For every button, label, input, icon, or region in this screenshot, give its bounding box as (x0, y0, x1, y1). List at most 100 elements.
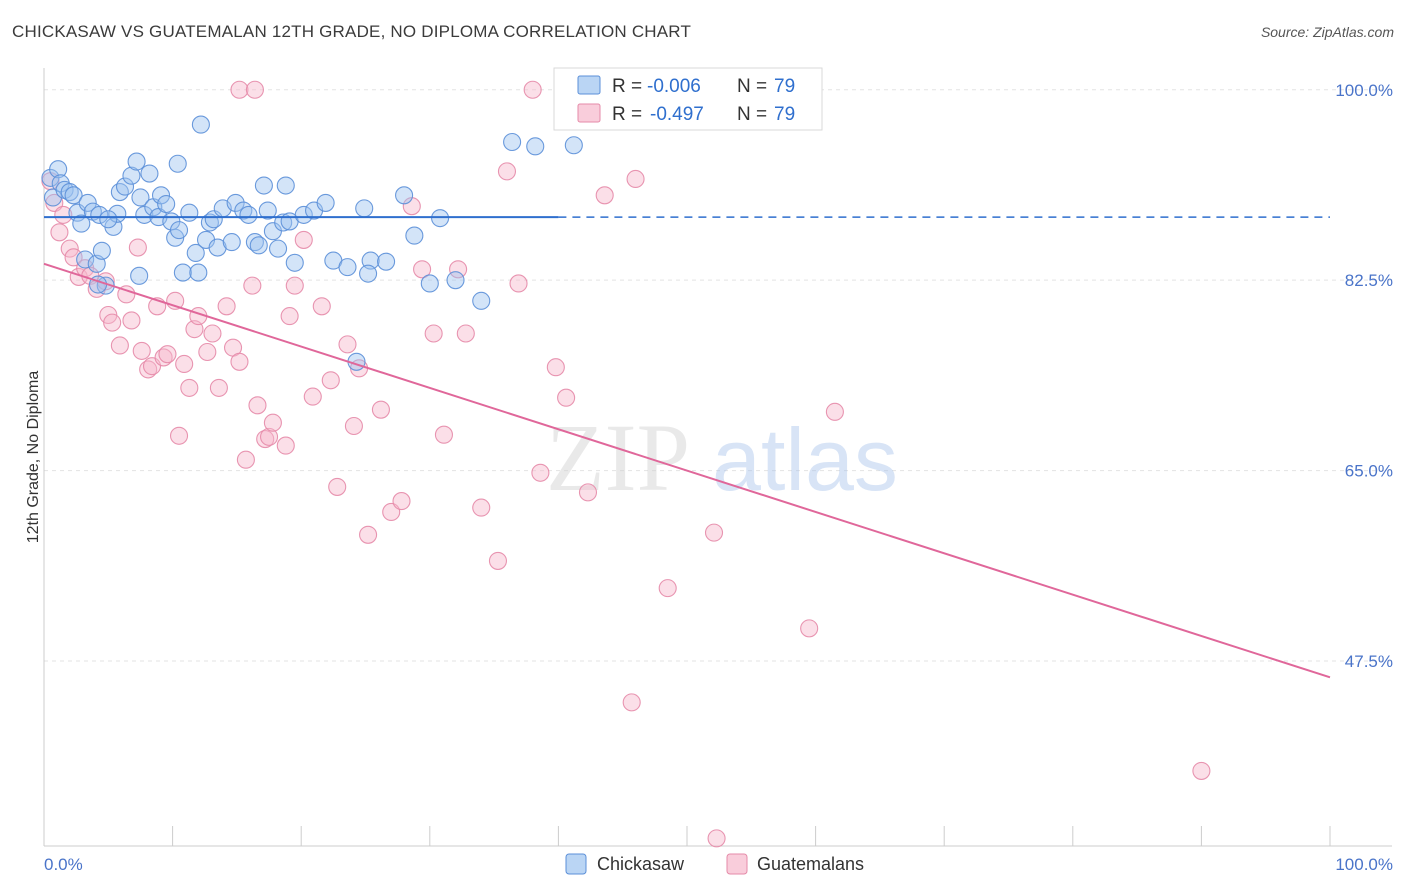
y-tick-label-1: 65.0% (1345, 462, 1393, 481)
guatemalans-point-50 (344, 416, 363, 436)
guatemalans-point-73 (626, 169, 645, 189)
guatemalans-point-61 (456, 324, 475, 343)
guatemalans-point-44 (294, 230, 313, 249)
chickasaw-point-13 (92, 241, 111, 260)
axes (43, 68, 1392, 847)
guatemalans-point-78 (825, 402, 844, 421)
y-tick-label-3: 100.0% (1335, 81, 1393, 100)
chickasaw-point-9 (76, 250, 95, 269)
guatemalans-point-81 (245, 80, 264, 99)
chickasaw-point-67 (472, 291, 491, 310)
chickasaw-point-69 (526, 137, 545, 156)
chickasaw-point-63 (405, 226, 424, 245)
legend-swatch-guatemalans (726, 853, 748, 875)
chickasaw-point-47 (254, 176, 273, 195)
chickasaw-point-72 (130, 266, 149, 285)
chickasaw-point-54 (294, 205, 313, 224)
chickasaw-point-8 (72, 214, 91, 233)
chickasaw-point-20 (127, 152, 146, 171)
guatemalans-point-62 (472, 498, 491, 517)
chickasaw-point-56 (316, 193, 335, 212)
guatemalans-point-13 (110, 336, 129, 355)
chickasaw-point-77 (276, 176, 295, 195)
chickasaw-point-58 (338, 258, 357, 277)
stats-legend-n-value-blue: 79 (774, 76, 795, 97)
guatemalans-point-80 (230, 80, 249, 99)
grid (44, 89, 1392, 662)
legend-swatch-chickasaw (565, 853, 587, 875)
chickasaw-point-34 (186, 243, 205, 263)
guatemalans-point-4 (60, 239, 79, 258)
guatemalans-point-76 (707, 829, 726, 848)
guatemalans-point-66 (531, 463, 550, 482)
chickasaw-point-30 (169, 221, 189, 240)
series-legend: Chickasaw Guatemalans (565, 853, 864, 875)
guatemalans-point-45 (303, 387, 322, 406)
guatemalans-point-65 (509, 274, 528, 293)
guatemalans-point-43 (285, 276, 304, 295)
guatemalans-point-22 (158, 345, 177, 364)
stats-legend-r-label-blue: R = (612, 76, 642, 97)
guatemalans-point-29 (198, 342, 217, 362)
guatemalans-point-72 (622, 693, 641, 712)
guatemalans-point-57 (413, 260, 432, 279)
chart-source: Source: ZipAtlas.com (1260, 24, 1394, 40)
guatemalans-point-77 (800, 619, 819, 638)
stats-legend-n-label-blue: N = (737, 76, 767, 97)
stats-legend-swatch-pink (577, 103, 601, 123)
chickasaw-point-21 (131, 188, 150, 207)
stats-legend-r-value-pink: -0.497 (650, 104, 704, 125)
guatemalans-point-64 (497, 162, 517, 181)
chickasaw-point-32 (168, 154, 187, 173)
guatemalans-points (41, 80, 1211, 848)
chickasaw-point-64 (420, 274, 439, 293)
guatemalans-point-12 (103, 313, 122, 332)
guatemalans-point-40 (263, 413, 282, 432)
guatemalans-point-24 (169, 426, 189, 445)
y-tick-labels: 47.5% 65.0% 82.5% 100.0% (1335, 81, 1393, 671)
guatemalans-point-17 (132, 341, 151, 360)
chickasaw-points (41, 80, 583, 371)
chickasaw-point-65 (431, 209, 450, 228)
chickasaw-point-14 (90, 205, 109, 224)
guatemalans-point-32 (217, 297, 236, 316)
watermark-atlas: atlas (712, 410, 898, 509)
chickasaw-point-19 (122, 166, 141, 185)
guatemalans-point-37 (248, 396, 267, 415)
stats-legend-r-label-pink: R = (612, 104, 642, 125)
guatemalans-point-25 (175, 354, 194, 374)
chickasaw-point-46 (249, 236, 268, 255)
guatemalans-point-31 (209, 378, 228, 397)
guatemalans-point-82 (523, 80, 542, 99)
guatemalans-point-3 (54, 205, 73, 224)
chickasaw-point-62 (395, 186, 414, 205)
guatemalans-point-35 (236, 450, 255, 469)
stats-legend-n-value-pink: 79 (774, 104, 795, 125)
guatemalans-point-2 (50, 223, 69, 242)
chickasaw-point-6 (64, 186, 83, 205)
guatemalans-point-67 (546, 358, 565, 377)
legend-label-guatemalans: Guatemalans (757, 854, 864, 874)
chickasaw-point-41 (222, 233, 241, 252)
guatemalans-point-79 (1192, 761, 1211, 780)
stats-legend-n-label-pink: N = (737, 104, 767, 125)
chickasaw-point-66 (446, 271, 465, 290)
chickasaw-point-73 (99, 210, 118, 229)
guatemalans-point-39 (259, 427, 279, 446)
guatemalans-point-55 (392, 492, 411, 511)
chickasaw-point-44 (239, 205, 258, 224)
chickasaw-point-61 (377, 252, 396, 271)
guatemalans-point-69 (578, 483, 598, 502)
chickasaw-point-68 (503, 132, 522, 152)
guatemalans-trend-line (43, 262, 1331, 679)
guatemalans-point-42 (280, 307, 299, 326)
legend-label-chickasaw: Chickasaw (597, 854, 685, 874)
chickasaw-point-76 (189, 263, 208, 282)
guatemalans-point-5 (64, 248, 83, 267)
x-tick-label-min: 0.0% (44, 855, 83, 874)
x-tick-label-max: 100.0% (1335, 855, 1393, 874)
guatemalans-point-41 (276, 436, 295, 455)
chickasaw-point-50 (269, 239, 288, 258)
guatemalans-point-63 (488, 551, 508, 570)
stats-legend-r-value-blue: -0.006 (647, 76, 701, 97)
